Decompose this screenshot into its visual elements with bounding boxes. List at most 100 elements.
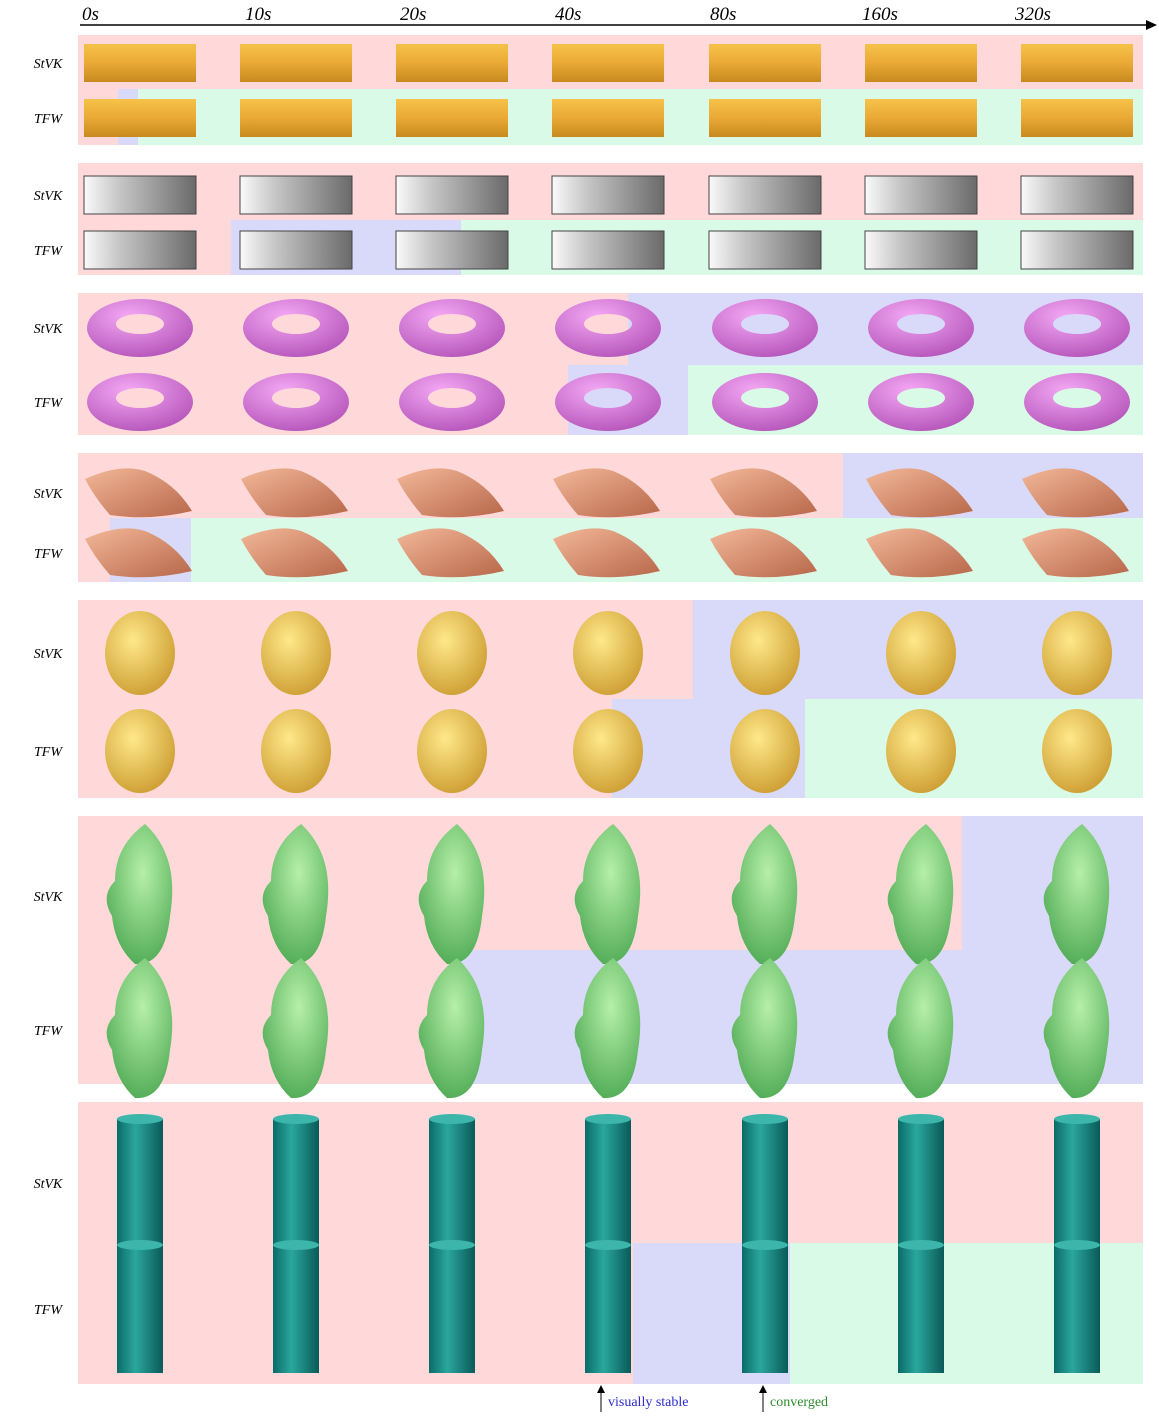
- pillow: [553, 468, 660, 518]
- balloon: [105, 709, 175, 793]
- time-label: 10s: [245, 4, 271, 25]
- cylinder-cap: [742, 1240, 788, 1250]
- cylinder: [1054, 1119, 1100, 1247]
- cylinder: [117, 1119, 163, 1247]
- stable-arrowhead: [597, 1385, 605, 1393]
- pillow: [710, 528, 817, 578]
- fabric-sheet: [552, 99, 664, 137]
- green-blob: [887, 958, 954, 1099]
- cylinder-cap: [898, 1114, 944, 1124]
- green-blob: [574, 958, 641, 1099]
- pillow: [1022, 528, 1129, 578]
- cylinder: [742, 1245, 788, 1373]
- cylinder: [898, 1245, 944, 1373]
- balloon: [1042, 611, 1112, 695]
- balloon: [730, 709, 800, 793]
- cylinder-cap: [117, 1240, 163, 1250]
- row-label: TFW: [34, 244, 63, 259]
- row-label: TFW: [34, 112, 63, 127]
- time-label: 20s: [400, 4, 426, 25]
- state-region: [78, 816, 962, 950]
- balloon: [1042, 709, 1112, 793]
- cylinder-cap: [585, 1240, 631, 1250]
- torus: [712, 373, 818, 431]
- balloon: [261, 709, 331, 793]
- torus: [868, 373, 974, 431]
- group: StVK TFW: [34, 1102, 1143, 1384]
- pillow: [397, 528, 504, 578]
- row-label: StVK: [34, 1177, 63, 1192]
- balloon: [417, 709, 487, 793]
- group: StVK TFW: [34, 293, 1143, 435]
- fabric-sheet: [709, 99, 821, 137]
- balloon: [105, 611, 175, 695]
- fabric-sheet: [84, 44, 196, 82]
- torus: [243, 299, 349, 357]
- fabric-sheet: [1021, 44, 1133, 82]
- panels: StVK TFW StVK TFW StVK TFW StVK TFW StVK TFW StVK T…: [34, 35, 1143, 1384]
- fabric-sheet: [84, 99, 196, 137]
- row-label: TFW: [34, 745, 63, 760]
- row-label: StVK: [34, 189, 63, 204]
- green-blob: [887, 824, 954, 965]
- time-label: 160s: [862, 4, 898, 25]
- metal-sheet: [864, 175, 978, 215]
- pillow: [241, 468, 348, 518]
- balloon: [886, 709, 956, 793]
- metal-sheet: [1020, 175, 1134, 215]
- converged-label: converged: [770, 1395, 828, 1410]
- torus: [555, 373, 661, 431]
- fabric-sheet: [1021, 99, 1133, 137]
- pillow: [710, 468, 817, 518]
- torus: [87, 299, 193, 357]
- row-label: StVK: [34, 890, 63, 905]
- cylinder: [429, 1245, 475, 1373]
- green-blob: [731, 824, 798, 965]
- torus: [1024, 373, 1130, 431]
- group: StVK TFW: [34, 163, 1143, 275]
- green-blob: [262, 958, 329, 1099]
- torus: [712, 299, 818, 357]
- cylinder-cap: [1054, 1240, 1100, 1250]
- fabric-sheet: [396, 44, 508, 82]
- metal-sheet: [83, 175, 197, 215]
- balloon: [573, 611, 643, 695]
- pillow: [397, 468, 504, 518]
- torus: [399, 373, 505, 431]
- fabric-sheet: [240, 99, 352, 137]
- metal-sheet: [864, 230, 978, 270]
- cylinder: [898, 1119, 944, 1247]
- row-label: TFW: [34, 1303, 63, 1318]
- metal-sheet: [239, 175, 353, 215]
- torus: [87, 373, 193, 431]
- green-blob: [418, 824, 485, 965]
- fabric-sheet: [240, 44, 352, 82]
- pillow: [85, 468, 192, 518]
- fabric-sheet: [709, 44, 821, 82]
- metal-sheet: [239, 230, 353, 270]
- row-label: StVK: [34, 57, 63, 72]
- row-label: TFW: [34, 547, 63, 562]
- metal-sheet: [83, 230, 197, 270]
- green-blob: [418, 958, 485, 1099]
- pillow: [1022, 468, 1129, 518]
- cylinder-cap: [898, 1240, 944, 1250]
- torus: [243, 373, 349, 431]
- metal-sheet: [395, 175, 509, 215]
- torus: [868, 299, 974, 357]
- cylinder: [742, 1119, 788, 1247]
- cylinder-cap: [429, 1114, 475, 1124]
- green-blob: [574, 824, 641, 965]
- cylinder: [117, 1245, 163, 1373]
- green-blob: [731, 958, 798, 1099]
- state-region: [455, 950, 1143, 1084]
- group: StVK TFW: [34, 35, 1143, 145]
- time-axis-arrow: [1146, 20, 1157, 30]
- state-region: [191, 518, 1143, 582]
- row-label: TFW: [34, 1024, 63, 1039]
- green-blob: [106, 958, 173, 1099]
- row-label: TFW: [34, 396, 63, 411]
- pillow: [553, 528, 660, 578]
